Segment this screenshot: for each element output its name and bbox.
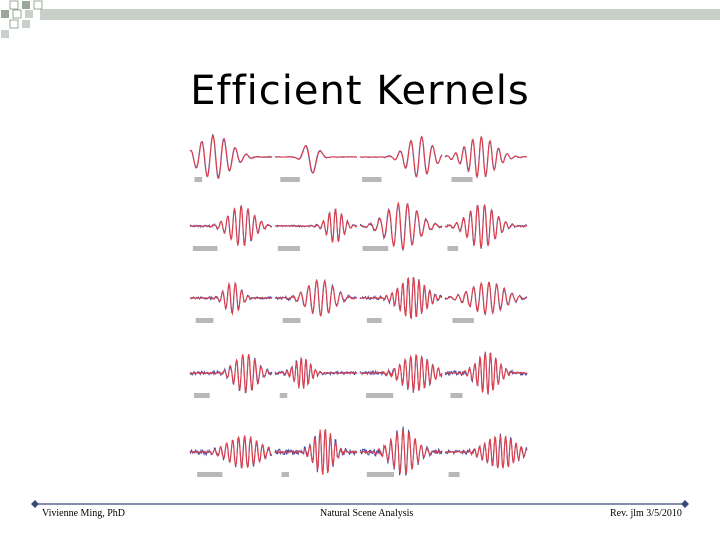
footer-author: Vivienne Ming, PhD [42,508,126,519]
deco-square [1,30,9,38]
kernel-red [444,136,528,179]
kernel-bar [447,246,459,251]
kernel-bar [362,177,382,182]
kernel-figure [189,133,528,477]
kernel-red [444,281,528,316]
kernel-red [275,144,357,174]
kernel-red [274,429,358,475]
deco-square [33,0,43,10]
kernel-red [359,136,443,178]
top-bar [40,9,720,20]
kernel-bar [195,318,214,323]
kernel-bar [277,246,300,251]
kernel-bar [366,318,382,323]
deco-square [22,1,30,9]
footer-revision: Rev. jlm 3/5/2010 [610,508,682,519]
deco-square [9,0,19,10]
kernel-red [189,205,273,246]
kernel-red [444,351,528,395]
kernel-red [444,204,528,249]
deco-square [22,20,30,28]
kernel-bar [281,472,290,477]
deco-square [1,10,9,18]
deco-square [25,10,33,18]
kernel-bar [451,177,473,182]
kernel-bar [366,472,394,477]
kernel-bar [194,177,203,182]
kernel-red [359,428,443,474]
deco-square [9,19,19,29]
kernel-bar [282,318,301,323]
footer-topic: Natural Scene Analysis [320,508,414,519]
kernel-bar [192,246,218,251]
deco-square [12,9,22,19]
kernel-bar [279,393,288,398]
kernel-red [359,276,443,320]
rule-end [31,500,39,508]
kernel-red [274,356,358,389]
kernel-red [189,435,273,469]
kernel-red [189,353,273,393]
kernel-red [359,353,443,392]
kernel-bar [197,472,223,477]
kernel-red [189,134,273,180]
kernel-bar [452,318,474,323]
kernel-red [189,281,273,316]
rule-end [681,500,689,508]
kernel-bar [450,393,463,398]
kernel-bar [366,393,394,398]
kernel-red [274,279,357,317]
kernel-bar [193,393,210,398]
slide-title: Efficient Kernels [190,68,530,114]
kernel-bar [280,177,300,182]
kernel-blue [274,145,357,174]
kernel-red [274,207,357,243]
kernel-bar [448,472,460,477]
kernel-red [444,435,527,469]
kernel-red [359,201,443,252]
kernel-bar [362,246,389,251]
